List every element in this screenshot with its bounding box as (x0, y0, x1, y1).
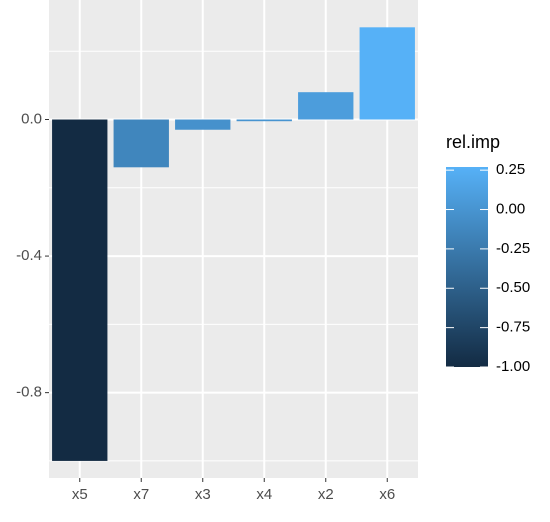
bar (236, 119, 292, 122)
colorbar (446, 167, 488, 367)
x-tick-label: x2 (318, 486, 334, 503)
x-tick-label: x4 (256, 486, 272, 503)
y-tick-label: -0.4 (16, 247, 42, 264)
bar (52, 119, 108, 461)
x-tick-label: x6 (379, 486, 395, 503)
legend-tick-label: 0.00 (496, 200, 525, 217)
bar (113, 119, 169, 168)
x-tick-label: x3 (195, 486, 211, 503)
bar (298, 92, 354, 120)
bar (359, 27, 415, 120)
legend-tick-label: -0.50 (496, 279, 530, 296)
legend-tick-label: -0.25 (496, 240, 530, 257)
y-tick-label: -0.8 (16, 384, 42, 401)
legend-title: rel.imp (446, 132, 500, 152)
x-tick-label: x7 (133, 486, 149, 503)
bar (175, 119, 231, 130)
legend-tick-label: -1.00 (496, 358, 530, 375)
legend-tick-label: -0.75 (496, 319, 530, 336)
panel (49, 0, 418, 478)
y-tick-label: 0.0 (21, 110, 42, 127)
legend-tick-label: 0.25 (496, 161, 525, 178)
x-tick-label: x5 (72, 486, 88, 503)
